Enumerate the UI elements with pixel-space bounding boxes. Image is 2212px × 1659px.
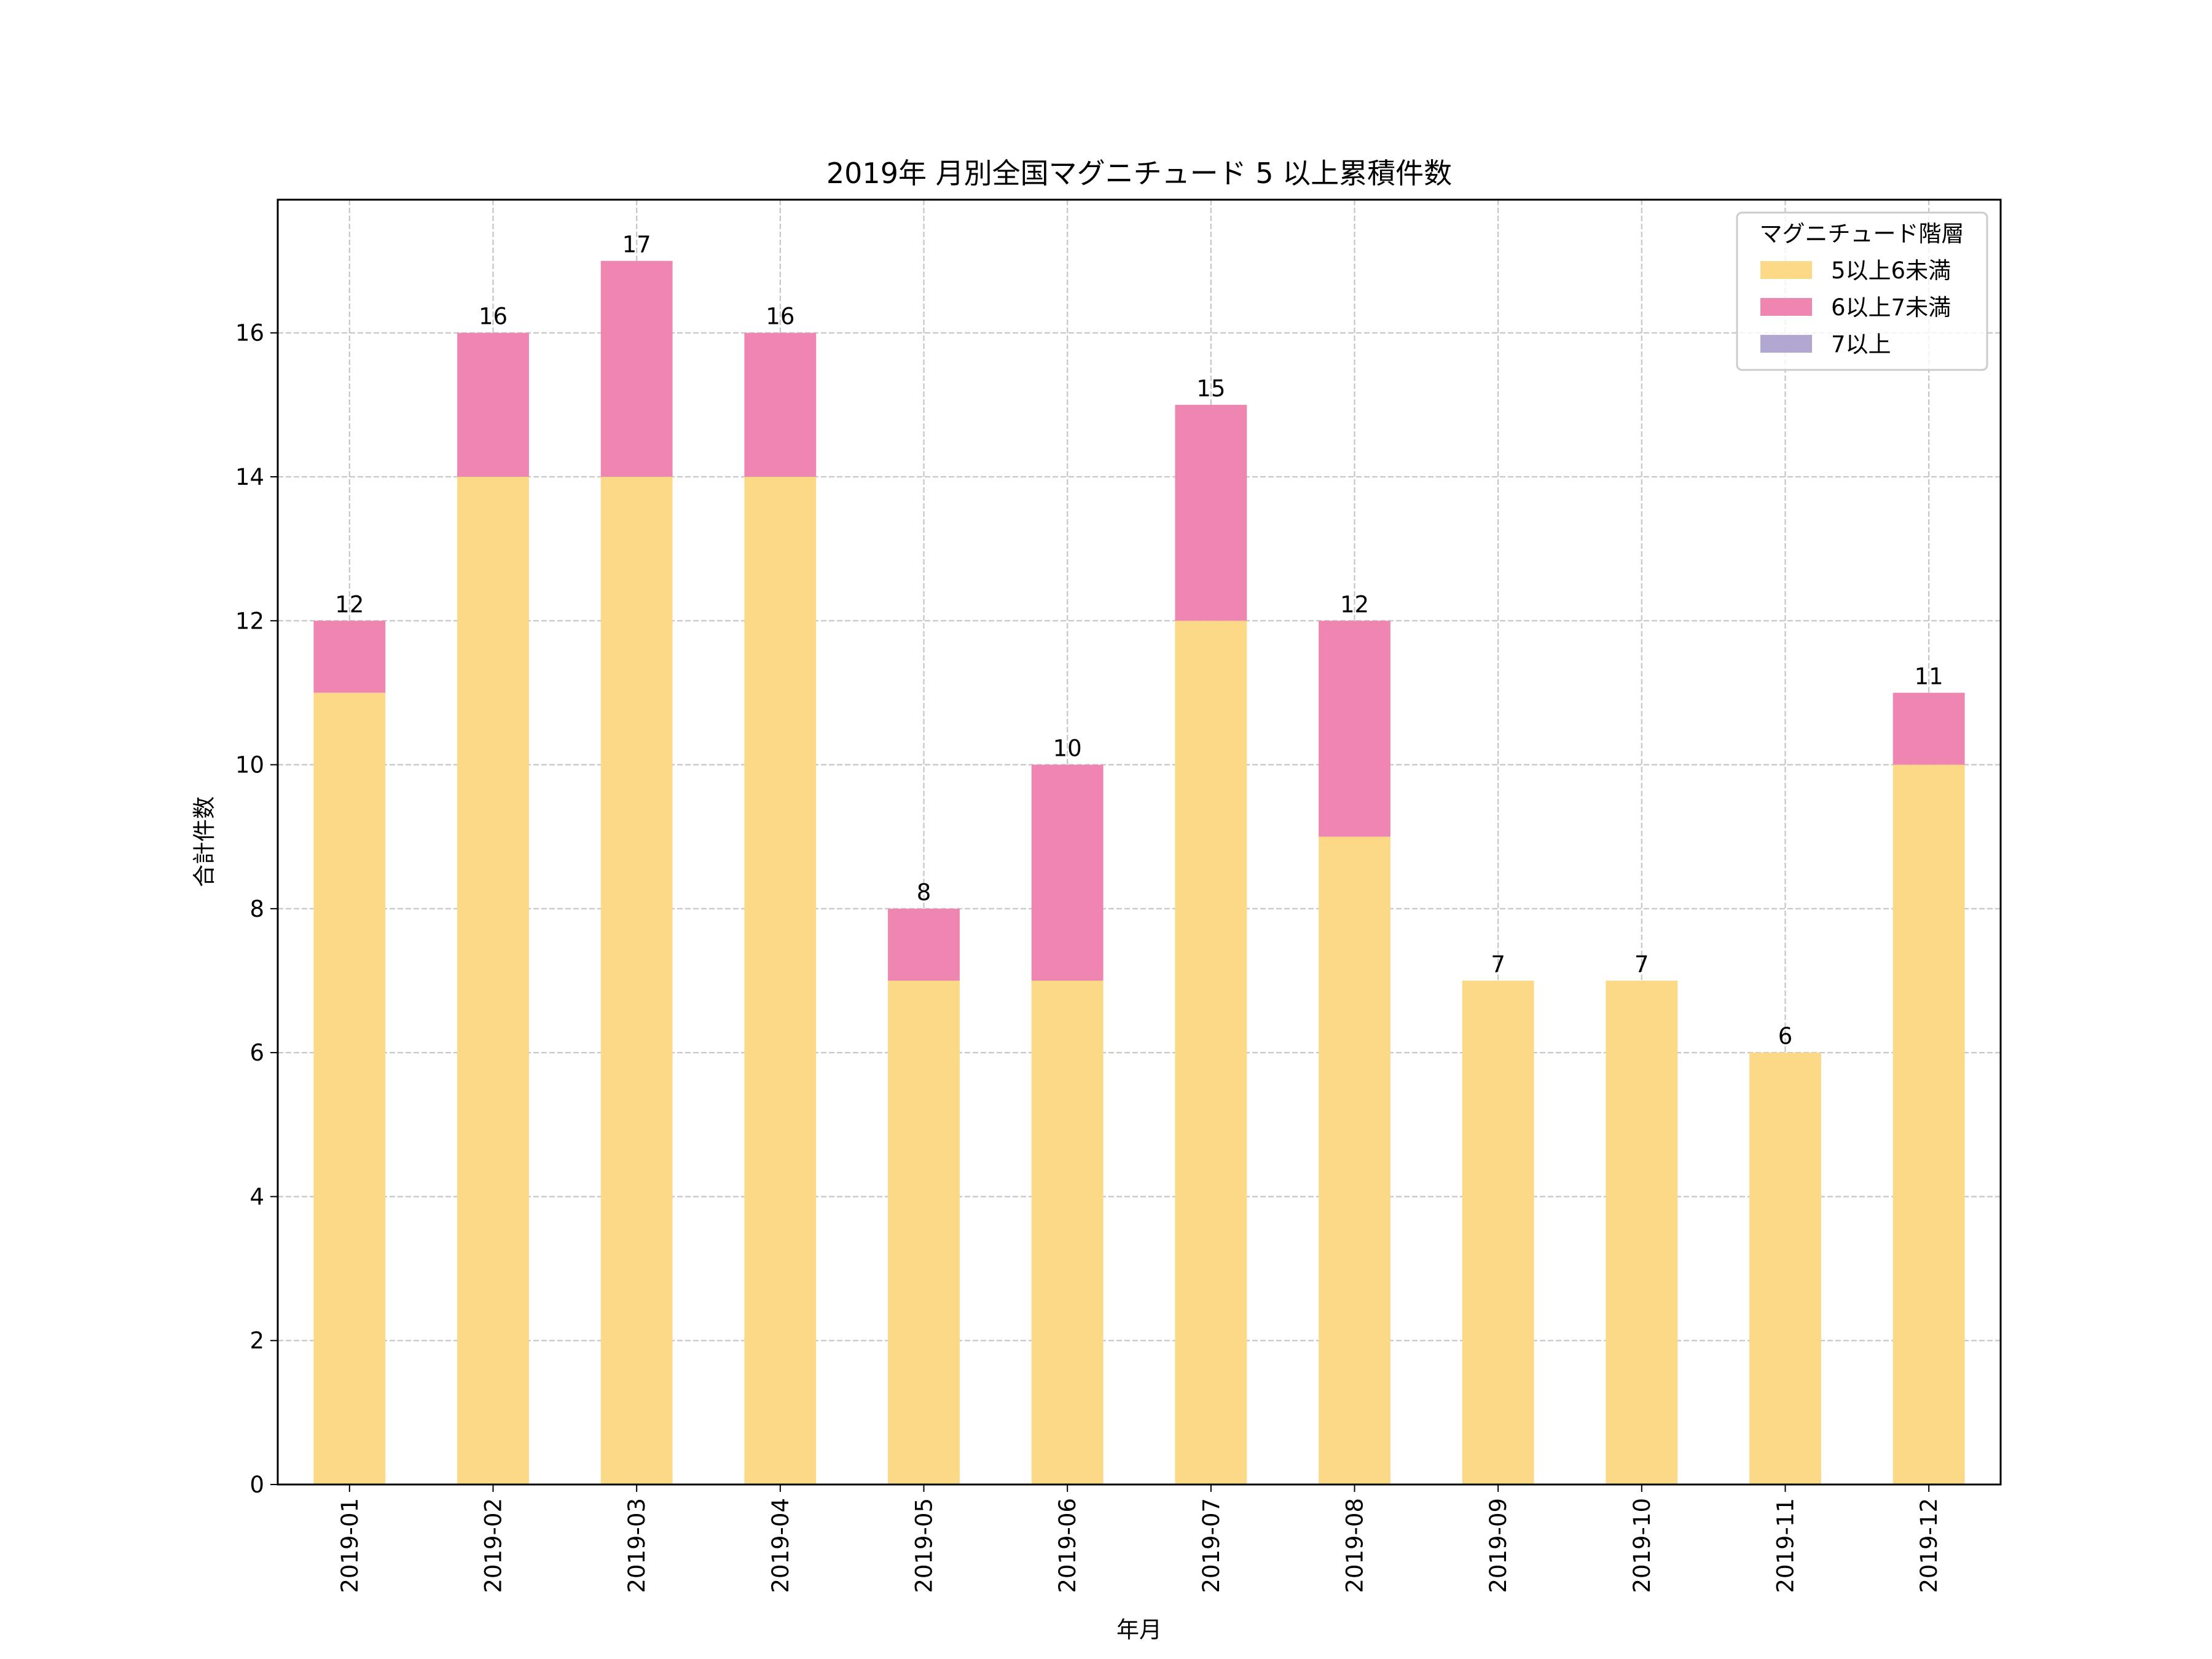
data-label-2019-09: 7 xyxy=(1491,951,1505,978)
chart-title: 2019年 月別全国マグニチュード 5 以上累積件数 xyxy=(826,157,1452,190)
y-tick-label: 10 xyxy=(235,752,264,779)
x-tick-label: 2019-07 xyxy=(1198,1498,1225,1593)
x-tick-label: 2019-05 xyxy=(911,1498,938,1593)
legend-title: マグニチュード階層 xyxy=(1760,221,1964,247)
data-label-2019-08: 12 xyxy=(1340,591,1369,618)
data-label-2019-01: 12 xyxy=(335,591,364,618)
data-label-2019-12: 11 xyxy=(1915,663,1943,689)
bar-2019-04-series-1 xyxy=(744,332,817,477)
legend-swatch xyxy=(1760,335,1812,353)
bar-2019-11-series-0 xyxy=(1749,1053,1821,1484)
bar-2019-07-series-1 xyxy=(1175,404,1247,621)
legend-swatch xyxy=(1760,298,1812,316)
bar-2019-02-series-0 xyxy=(457,477,529,1484)
data-label-2019-10: 7 xyxy=(1634,951,1649,978)
plot-frame xyxy=(276,198,2002,1486)
y-tick-label: 12 xyxy=(235,608,264,634)
bar-2019-03-series-1 xyxy=(600,261,673,477)
x-tick-label: 2019-04 xyxy=(767,1498,794,1593)
y-tick-label: 8 xyxy=(249,896,264,922)
y-axis-label: 合計件数 xyxy=(191,796,218,887)
bar-2019-08-series-1 xyxy=(1319,621,1390,837)
bar-2019-10-series-0 xyxy=(1606,981,1678,1484)
bar-2019-08-series-0 xyxy=(1319,836,1390,1484)
data-label-2019-02: 16 xyxy=(479,304,508,330)
x-tick-label: 2019-09 xyxy=(1485,1498,1512,1593)
y-tick-label: 4 xyxy=(249,1183,264,1210)
bar-2019-06-series-0 xyxy=(1031,981,1104,1484)
x-tick-label: 2019-02 xyxy=(480,1498,507,1593)
bar-2019-04-series-0 xyxy=(744,477,817,1484)
legend-swatch xyxy=(1760,261,1812,279)
legend-entry: 7以上 xyxy=(1831,331,1891,358)
bar-2019-05-series-0 xyxy=(888,981,960,1484)
data-label-2019-11: 6 xyxy=(1778,1023,1793,1049)
x-tick-label: 2019-08 xyxy=(1342,1498,1368,1593)
x-tick-label: 2019-03 xyxy=(624,1498,650,1593)
legend-entry: 6以上7未満 xyxy=(1831,294,1951,321)
data-label-2019-04: 16 xyxy=(766,304,794,330)
bar-2019-02-series-1 xyxy=(457,332,529,477)
data-label-2019-05: 8 xyxy=(917,879,931,906)
data-label-2019-06: 10 xyxy=(1053,735,1082,762)
bar-2019-05-series-1 xyxy=(888,908,960,981)
bar-2019-01-series-0 xyxy=(313,692,386,1484)
y-tick-label: 16 xyxy=(235,320,264,347)
bar-2019-01-series-1 xyxy=(313,621,386,693)
x-tick-label: 2019-12 xyxy=(1916,1498,1942,1593)
bar-2019-07-series-0 xyxy=(1175,621,1247,1485)
x-tick-label: 2019-01 xyxy=(337,1498,363,1593)
y-tick-label: 14 xyxy=(235,464,264,490)
legend: マグニチュード階層 5以上6未満 6以上7未満 7以上 xyxy=(1736,211,1988,371)
data-label-2019-07: 15 xyxy=(1196,375,1225,402)
bar-2019-12-series-0 xyxy=(1892,764,1965,1484)
bar-2019-03-series-0 xyxy=(600,477,673,1484)
x-tick-label: 2019-11 xyxy=(1773,1498,1799,1593)
y-tick-label: 6 xyxy=(249,1040,264,1066)
y-tick-label: 0 xyxy=(249,1472,264,1498)
bar-2019-09-series-0 xyxy=(1462,981,1534,1484)
bar-2019-12-series-1 xyxy=(1892,692,1965,765)
x-tick-label: 2019-06 xyxy=(1054,1498,1081,1593)
data-label-2019-03: 17 xyxy=(622,232,651,258)
y-tick-label: 2 xyxy=(249,1328,264,1354)
x-tick-label: 2019-10 xyxy=(1629,1498,1655,1593)
x-axis-label: 年月 xyxy=(1116,1617,1162,1643)
bar-2019-06-series-1 xyxy=(1031,764,1104,981)
legend-entry: 5以上6未満 xyxy=(1831,257,1951,284)
